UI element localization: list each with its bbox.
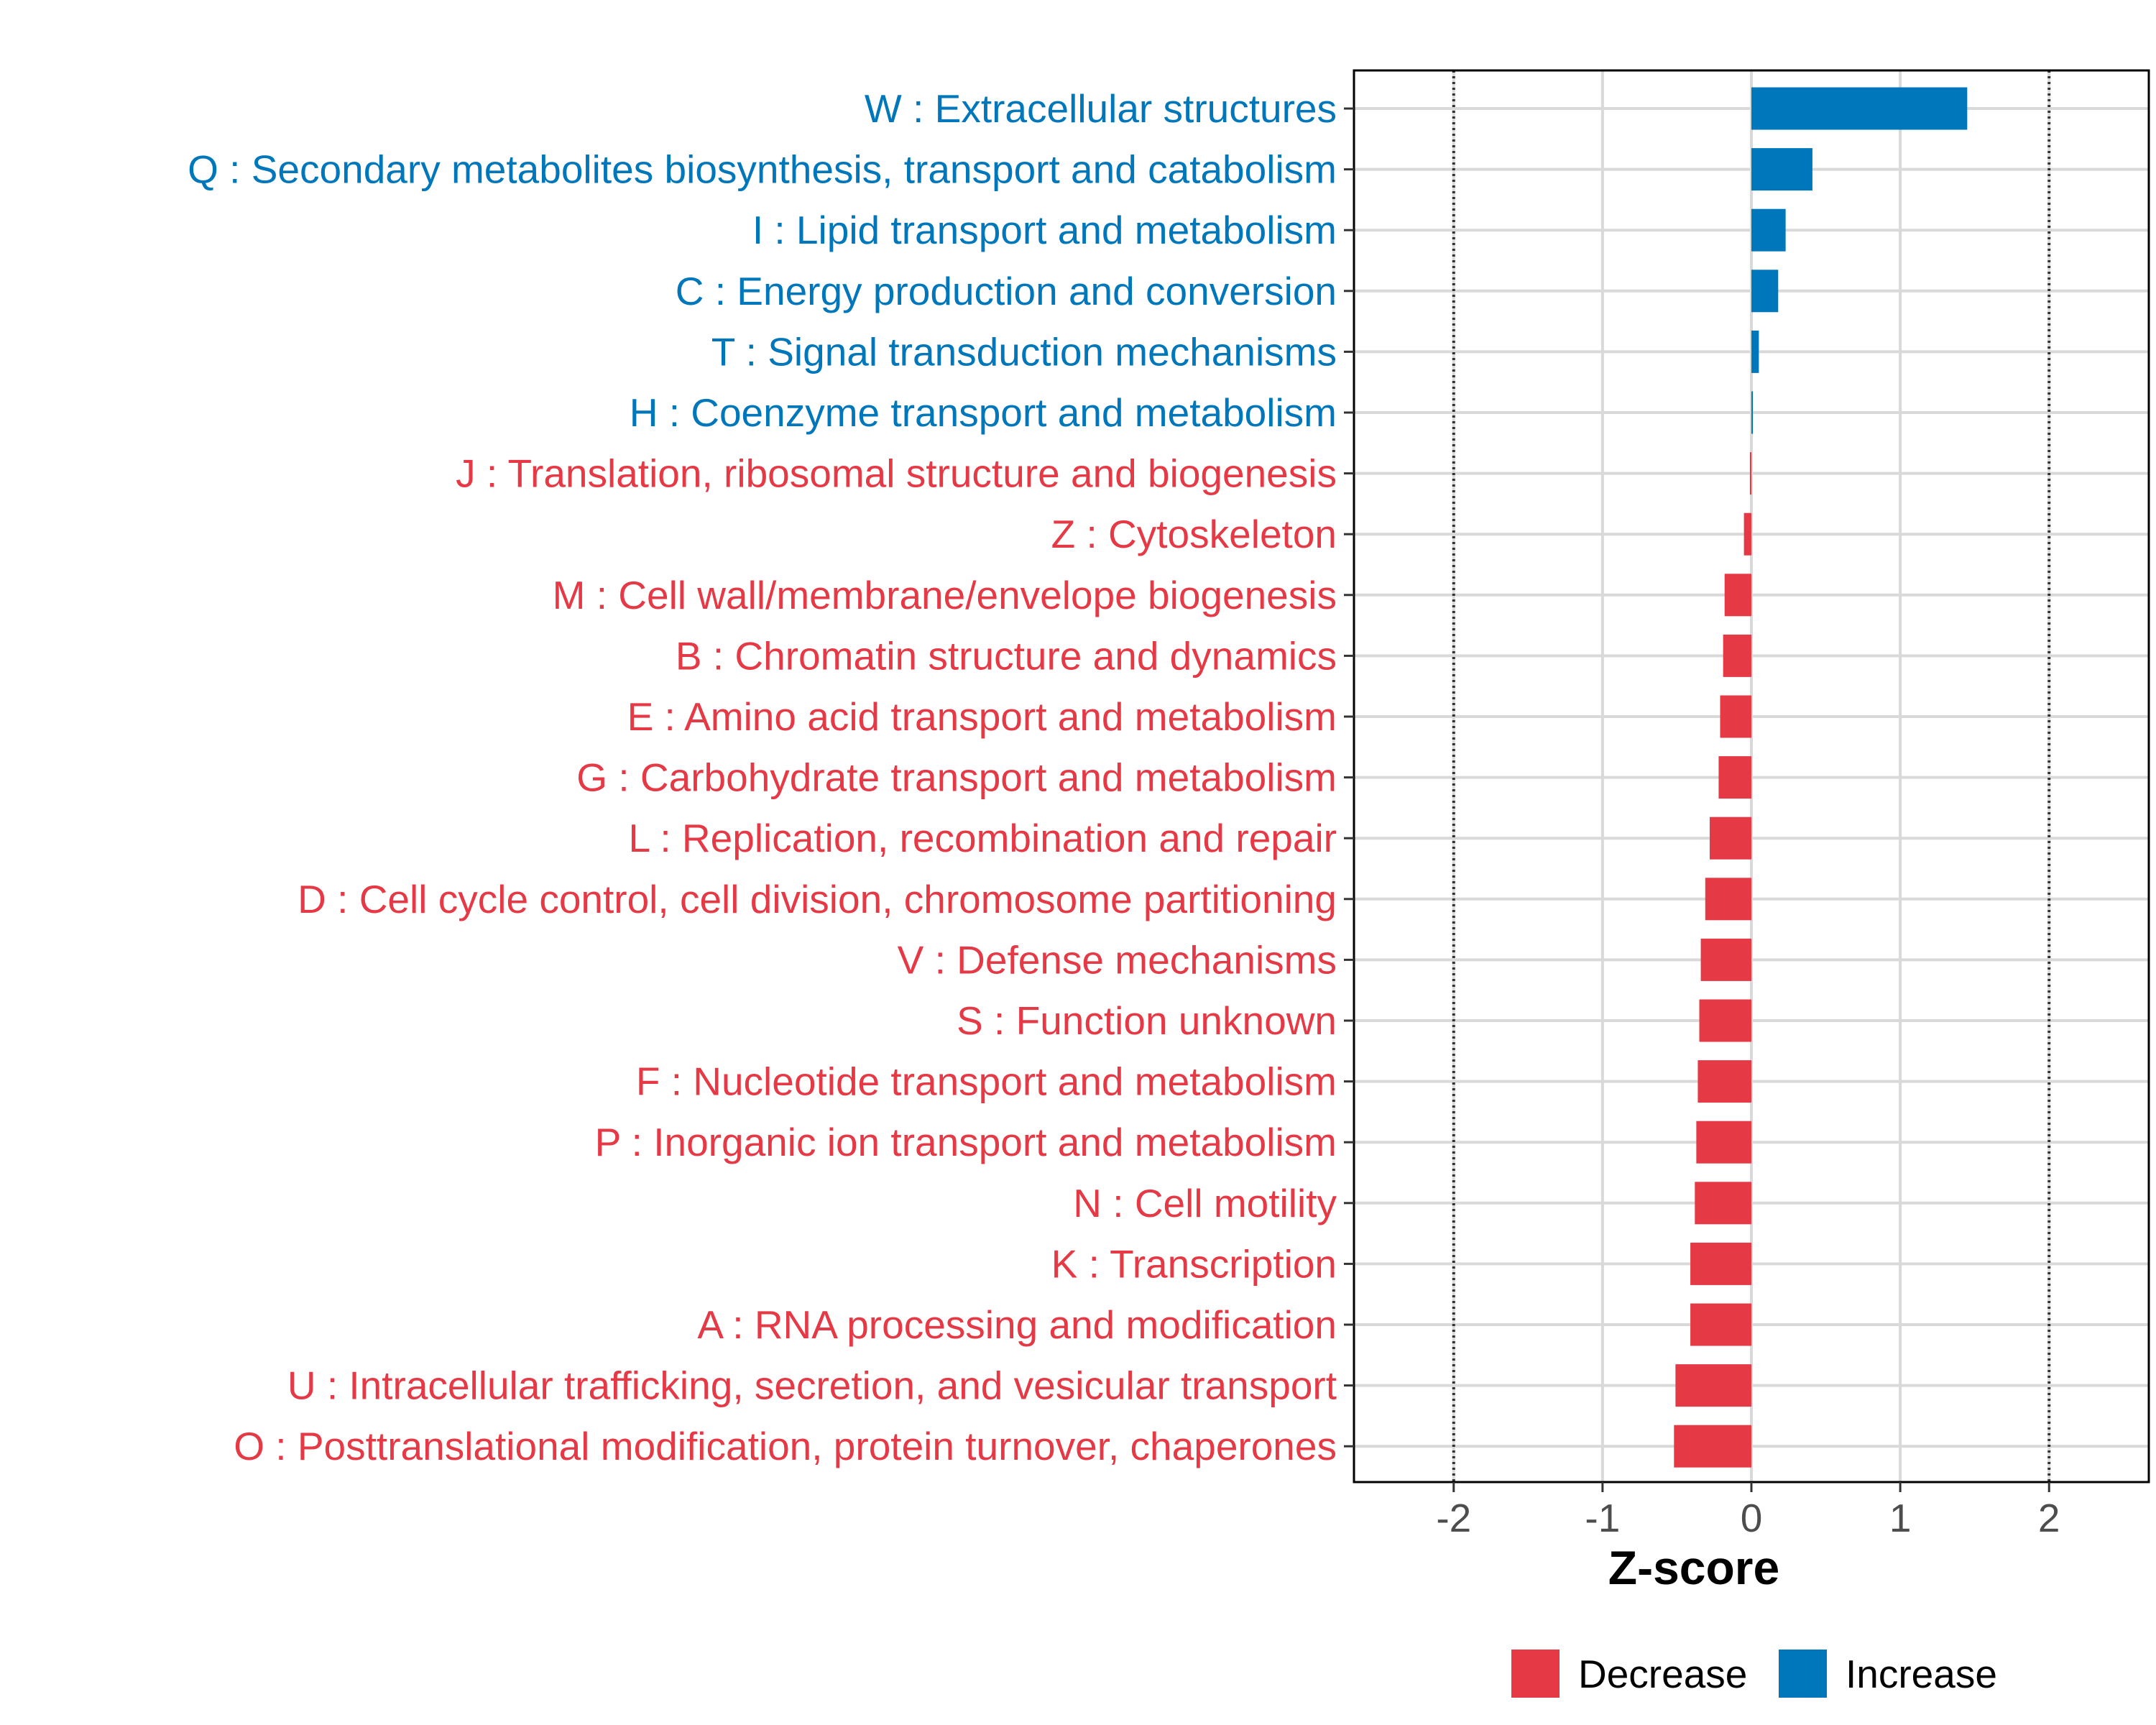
bar: [1751, 87, 1968, 130]
legend-swatch-increase: [1779, 1650, 1827, 1698]
x-tick-label: 0: [1741, 1496, 1763, 1540]
bar: [1724, 574, 1751, 617]
category-label: C : Energy production and conversion: [676, 269, 1337, 313]
category-label: E : Amino acid transport and metabolism: [627, 694, 1337, 739]
bar: [1675, 1364, 1751, 1407]
category-label: A : RNA processing and modification: [697, 1302, 1337, 1347]
category-labels: W : Extracellular structures Q : Secondar…: [188, 86, 1337, 1468]
bar: [1700, 938, 1751, 981]
category-label: U : Intracellular trafficking, secretion…: [287, 1363, 1337, 1408]
bars: [1674, 87, 1968, 1468]
category-label: V : Defense mechanisms: [898, 937, 1337, 982]
legend-label-increase: Increase: [1846, 1652, 1997, 1696]
y-axis-ticks: [1344, 107, 1354, 1448]
category-label: L : Replication, recombination and repai…: [629, 816, 1337, 860]
bar: [1749, 452, 1751, 495]
x-tick-label: 1: [1889, 1496, 1912, 1540]
bar: [1690, 1303, 1751, 1346]
x-axis-ticks: [1452, 1482, 2050, 1492]
bar: [1751, 330, 1759, 373]
bar: [1705, 878, 1751, 921]
x-tick-label: 2: [2038, 1496, 2060, 1540]
x-tick-labels: -2 -1 0 1 2: [1436, 1496, 2060, 1540]
legend-swatch-decrease: [1511, 1650, 1560, 1698]
category-label: Z : Cytoskeleton: [1051, 512, 1337, 556]
bar: [1751, 148, 1812, 191]
bar: [1723, 634, 1751, 677]
bar: [1696, 1121, 1751, 1164]
category-label: H : Coenzyme transport and metabolism: [630, 390, 1337, 435]
category-label: P : Inorganic ion transport and metaboli…: [595, 1120, 1337, 1164]
category-label: K : Transcription: [1051, 1241, 1337, 1286]
legend: Decrease Increase: [1511, 1650, 1997, 1698]
category-label: I : Lipid transport and metabolism: [752, 208, 1337, 252]
bar: [1697, 1060, 1751, 1103]
category-label: F : Nucleotide transport and metabolism: [636, 1059, 1337, 1104]
category-label: J : Translation, ribosomal structure and…: [456, 451, 1337, 496]
category-label: B : Chromatin structure and dynamics: [676, 633, 1337, 678]
bar: [1674, 1425, 1751, 1468]
category-label: G : Carbohydrate transport and metabolis…: [576, 755, 1337, 800]
legend-label-decrease: Decrease: [1578, 1652, 1747, 1696]
category-label: N : Cell motility: [1073, 1181, 1337, 1225]
category-label: D : Cell cycle control, cell division, c…: [298, 877, 1337, 921]
x-tick-label: -1: [1585, 1496, 1620, 1540]
bar: [1695, 1182, 1751, 1225]
bar: [1751, 270, 1779, 313]
bar: [1699, 999, 1751, 1042]
bar: [1720, 695, 1751, 738]
bar: [1743, 512, 1751, 556]
category-label: T : Signal transduction mechanisms: [711, 329, 1337, 374]
category-label: Q : Secondary metabolites biosynthesis, …: [188, 147, 1337, 192]
bar: [1718, 756, 1751, 799]
category-label: W : Extracellular structures: [865, 86, 1337, 131]
category-label: M : Cell wall/membrane/envelope biogenes…: [553, 573, 1337, 617]
bar: [1751, 208, 1786, 252]
bar: [1690, 1242, 1751, 1285]
x-axis-title: Z-score: [1608, 1541, 1779, 1594]
category-label: S : Function unknown: [957, 998, 1337, 1043]
category-label: O : Posttranslational modification, prot…: [234, 1424, 1337, 1468]
bar: [1751, 391, 1754, 434]
x-tick-label: -2: [1436, 1496, 1471, 1540]
bar: [1710, 816, 1751, 860]
